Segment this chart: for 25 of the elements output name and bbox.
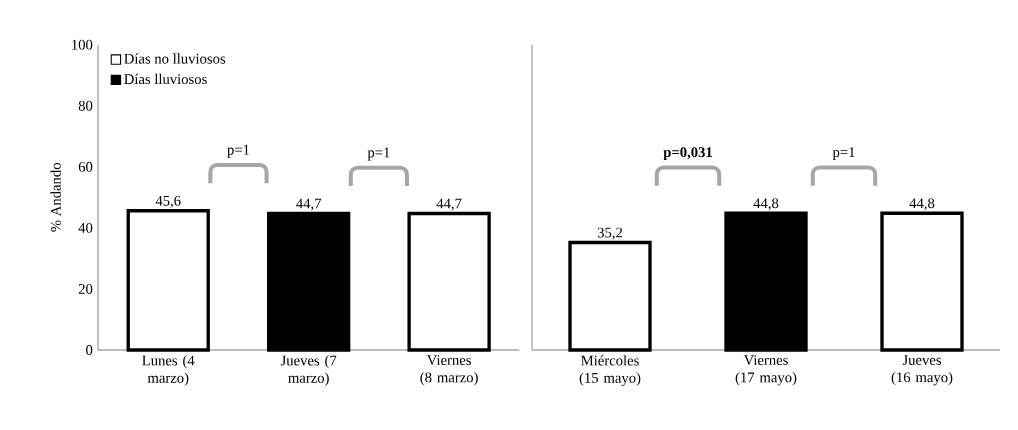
data-label: 44,7 bbox=[436, 198, 462, 211]
data-label: 45,6 bbox=[155, 195, 181, 208]
data-label: 44,7 bbox=[296, 198, 322, 211]
y-tick-label: 0 bbox=[86, 345, 93, 355]
x-tick-label: Miércoles (15 mayo) bbox=[579, 355, 641, 386]
data-label: 44,8 bbox=[909, 198, 935, 211]
annotation: p=1 bbox=[367, 147, 390, 161]
y-tick-label: 40 bbox=[78, 222, 93, 233]
y-tick-label: 80 bbox=[78, 100, 93, 111]
legend-label: Días no lluviosos bbox=[124, 53, 226, 64]
y-tick-label: 100 bbox=[72, 39, 93, 50]
x-tick-label: Lunes (4 marzo) bbox=[142, 355, 195, 386]
x-tick-label: Viernes (8 marzo) bbox=[420, 355, 478, 386]
data-label: 35,2 bbox=[597, 227, 623, 240]
annotation: p=1 bbox=[227, 144, 250, 158]
data-label: 44,8 bbox=[753, 198, 779, 211]
annotation: p=1 bbox=[832, 147, 855, 161]
x-tick-label: Jueves (16 mayo) bbox=[891, 355, 953, 386]
y-tick-label: 60 bbox=[78, 161, 93, 172]
x-tick-label: Jueves (7 marzo) bbox=[280, 355, 337, 386]
x-tick-label: Viernes (17 mayo) bbox=[735, 355, 797, 386]
legend-label: Días lluviosos bbox=[124, 73, 207, 85]
y-axis-title: % Andando bbox=[50, 163, 61, 232]
y-tick-label: 20 bbox=[78, 283, 93, 294]
annotation: p=0,031 bbox=[663, 147, 712, 161]
